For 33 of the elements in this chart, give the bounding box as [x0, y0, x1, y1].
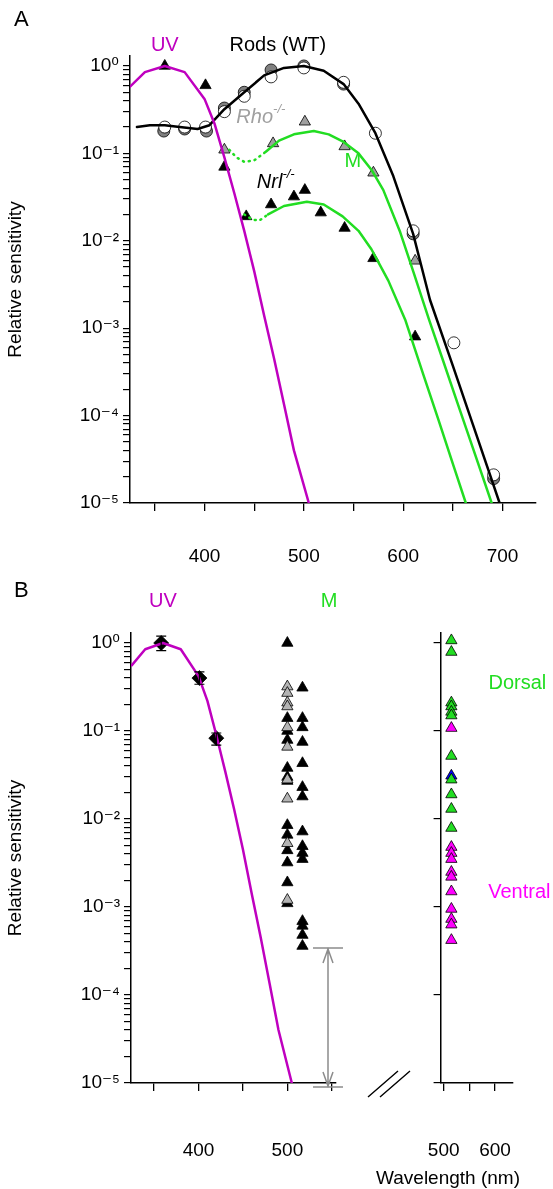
x-axis-title: Wavelength (nm) — [375, 1167, 521, 1189]
y-tick-label: 10⁰ — [91, 631, 120, 653]
series-label: UV — [149, 588, 178, 611]
y-tick-label: 10⁻² — [82, 807, 120, 829]
text: A — [14, 6, 29, 32]
y-axis-title: Relative sensitivity — [3, 200, 25, 358]
y-tick-label: 10⁻² — [81, 229, 119, 251]
series-label: Nrl-/- — [256, 165, 296, 192]
series-label: Ventral — [488, 879, 551, 902]
x-tick-label: 600 — [479, 1138, 511, 1160]
y-tick-label: 10⁻³ — [82, 895, 120, 917]
text: M — [320, 588, 338, 611]
x-tick-label: 400 — [182, 1138, 215, 1160]
series-label: UV — [150, 33, 180, 56]
y-tick-label: 10⁻¹ — [81, 141, 119, 163]
x-tick-label: 400 — [188, 544, 221, 566]
y-tick-label: 10⁻¹ — [82, 719, 120, 741]
y-tick-label: 10⁻⁵ — [80, 1071, 120, 1093]
x-tick-label: 600 — [387, 544, 420, 566]
y-tick-label: 10⁻⁴ — [79, 403, 119, 425]
x-tick-label: 500 — [271, 1138, 304, 1160]
text: B — [14, 577, 29, 603]
x-tick-label: 700 — [486, 544, 519, 566]
y-tick-label: 10⁰ — [90, 54, 119, 76]
series-label: Rods (WT) — [229, 33, 327, 56]
y-tick-label: 10⁻⁴ — [80, 983, 120, 1005]
x-tick-label: 500 — [427, 1138, 460, 1160]
series-label: Dorsal — [488, 670, 547, 693]
series-label: Rho-/- — [236, 101, 287, 128]
y-tick-label: 10⁻⁵ — [79, 491, 119, 513]
y-tick-label: 10⁻³ — [81, 316, 119, 338]
y-axis-title: Relative sensitivity — [3, 779, 25, 937]
x-tick-label: 500 — [288, 544, 320, 566]
